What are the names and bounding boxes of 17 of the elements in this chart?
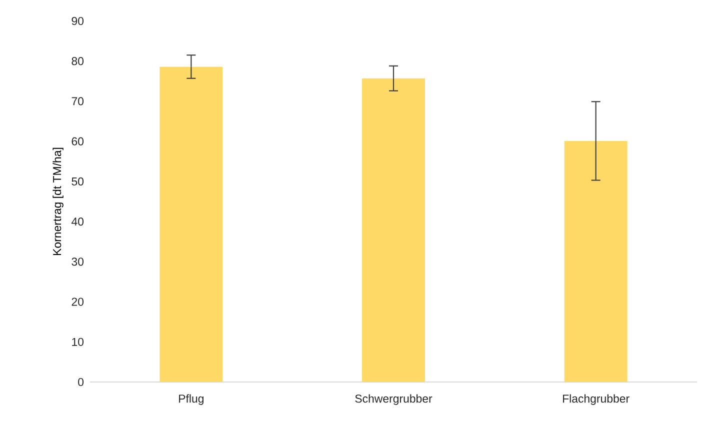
x-tick-label: Schwergrubber	[355, 394, 432, 405]
bar	[564, 140, 628, 382]
y-tick-label: 50	[72, 177, 84, 186]
y-tick-label: 0	[78, 378, 84, 386]
y-tick-label: 60	[72, 137, 84, 146]
y-tick-label: 20	[72, 298, 84, 306]
y-tick-label: 10	[72, 338, 84, 346]
y-tick-label: 40	[72, 218, 84, 226]
bar	[362, 78, 426, 382]
y-tick-label: 80	[72, 57, 84, 66]
x-tick-label: Flachgrubber	[563, 394, 630, 405]
y-axis-title: Kornertrag [dt TM/ha]	[52, 148, 64, 256]
y-tick-label: 90	[72, 16, 84, 26]
bar	[160, 66, 223, 382]
y-tick-label: 30	[72, 258, 84, 266]
y-tick-label: 70	[72, 97, 84, 106]
x-tick-label: Pflug	[179, 394, 204, 405]
